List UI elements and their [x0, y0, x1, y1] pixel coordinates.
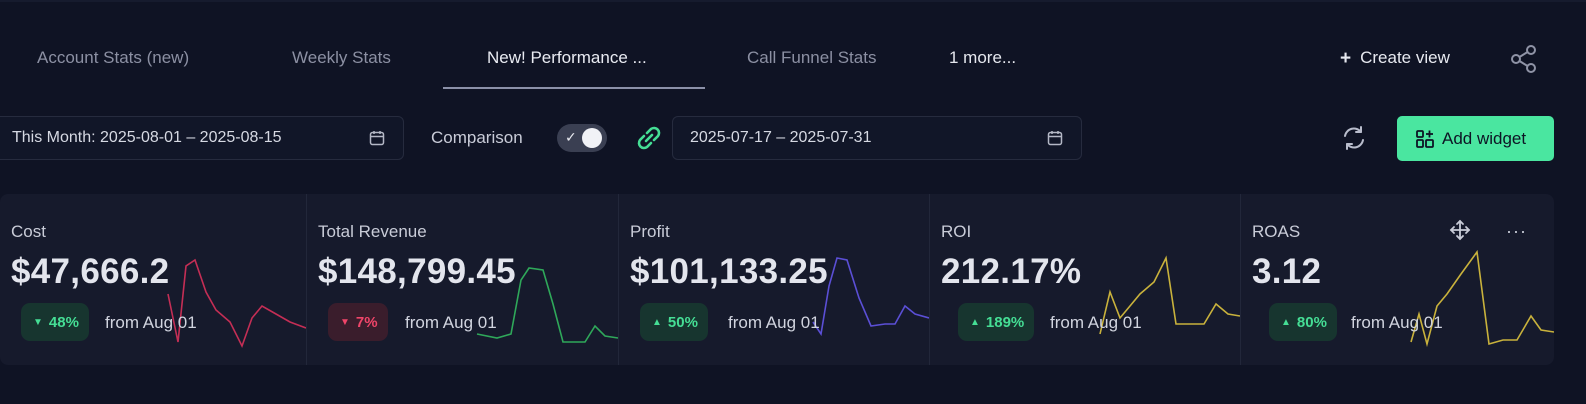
date-range-picker[interactable]: This Month: 2025-08-01 – 2025-08-15	[0, 116, 404, 160]
metric-value: 212.17%	[941, 252, 1082, 291]
metric-card-total-revenue[interactable]: Total Revenue $148,799.45 ▼ 7% from Aug …	[307, 194, 618, 365]
metric-value: $101,133.25	[630, 252, 828, 291]
change-badge: ▲ 50%	[640, 303, 708, 341]
sparkline-roas	[1410, 249, 1554, 348]
comparison-date-value: 2025-07-17 – 2025-07-31	[690, 129, 872, 146]
comparison-toggle[interactable]: ✓	[557, 124, 607, 152]
tab-weekly-stats[interactable]: Weekly Stats	[292, 48, 391, 67]
calendar-icon	[369, 131, 385, 146]
move-icon[interactable]	[1448, 218, 1472, 242]
comparison-date-picker[interactable]: 2025-07-17 – 2025-07-31	[672, 116, 1082, 160]
change-badge: ▼ 48%	[21, 303, 89, 341]
trend-arrow-icon: ▼	[340, 316, 350, 328]
change-value: 7%	[355, 313, 378, 331]
comparison-period: from Aug 01	[1050, 313, 1142, 332]
card-divider	[929, 194, 930, 365]
change-value: 189%	[985, 313, 1025, 331]
metric-card-roas[interactable]: ROAS 3.12 ▲ 80% from Aug 01	[1241, 194, 1554, 365]
change-badge: ▲ 80%	[1269, 303, 1337, 341]
sparkline-cost	[167, 258, 306, 349]
sparkline-total-revenue	[476, 267, 618, 343]
active-tab-indicator	[443, 87, 705, 89]
tab-account-stats[interactable]: Account Stats (new)	[37, 48, 190, 67]
change-value: 80%	[1296, 313, 1327, 331]
metrics-strip: Cost $47,666.2 ▼ 48% from Aug 01 Total R…	[0, 194, 1554, 365]
trend-arrow-icon: ▲	[652, 316, 662, 328]
card-divider	[306, 194, 307, 365]
comparison-period: from Aug 01	[105, 313, 197, 332]
metric-label: Total Revenue	[318, 222, 427, 241]
change-badge: ▲ 189%	[958, 303, 1035, 341]
comparison-period: from Aug 01	[405, 313, 497, 332]
metric-card-profit[interactable]: Profit $101,133.25 ▲ 50% from Aug 01	[619, 194, 929, 365]
add-widget-button[interactable]: Add widget	[1397, 116, 1554, 161]
trend-arrow-icon: ▲	[970, 316, 980, 328]
more-tabs-button[interactable]: 1 more...	[949, 48, 1017, 67]
metric-label: ROAS	[1252, 222, 1301, 241]
comparison-period: from Aug 01	[1351, 313, 1443, 332]
metric-label: Profit	[630, 222, 670, 241]
metric-value: 3.12	[1252, 252, 1322, 291]
calendar-icon	[1047, 131, 1063, 146]
create-view-button[interactable]: + Create view	[1340, 46, 1450, 70]
change-value: 50%	[667, 313, 698, 331]
metric-value: $47,666.2	[11, 252, 170, 291]
create-view-label: Create view	[1360, 48, 1450, 67]
refresh-icon[interactable]	[1340, 124, 1368, 152]
trend-arrow-icon: ▲	[1281, 316, 1291, 328]
metric-value: $148,799.45	[318, 252, 516, 291]
change-value: 48%	[48, 313, 79, 331]
toggle-knob	[582, 128, 602, 148]
sparkline-profit	[812, 257, 929, 337]
metric-label: Cost	[11, 222, 46, 241]
share-icon[interactable]	[1508, 43, 1540, 75]
plus-icon: +	[1340, 47, 1352, 69]
date-range-value: This Month: 2025-08-01 – 2025-08-15	[12, 129, 282, 146]
widgets-icon	[1416, 129, 1434, 148]
top-border	[0, 0, 1586, 2]
comparison-period: from Aug 01	[728, 313, 820, 332]
tab-call-funnel-stats[interactable]: Call Funnel Stats	[747, 48, 877, 67]
add-widget-label: Add widget	[1442, 128, 1527, 148]
metric-card-roi[interactable]: ROI 212.17% ▲ 189% from Aug 01	[930, 194, 1240, 365]
more-options-icon[interactable]: ···	[1506, 221, 1527, 241]
metric-card-cost[interactable]: Cost $47,666.2 ▼ 48% from Aug 01	[0, 194, 306, 365]
card-divider	[1240, 194, 1241, 365]
card-divider	[618, 194, 619, 365]
metric-label: ROI	[941, 222, 972, 241]
change-badge: ▼ 7%	[328, 303, 388, 341]
link-icon[interactable]	[632, 121, 666, 155]
sparkline-roi	[1099, 255, 1240, 335]
check-icon: ✓	[565, 129, 577, 145]
comparison-label: Comparison	[431, 128, 523, 147]
trend-arrow-icon: ▼	[33, 316, 43, 328]
tab-new-performance[interactable]: New! Performance ...	[487, 48, 647, 67]
